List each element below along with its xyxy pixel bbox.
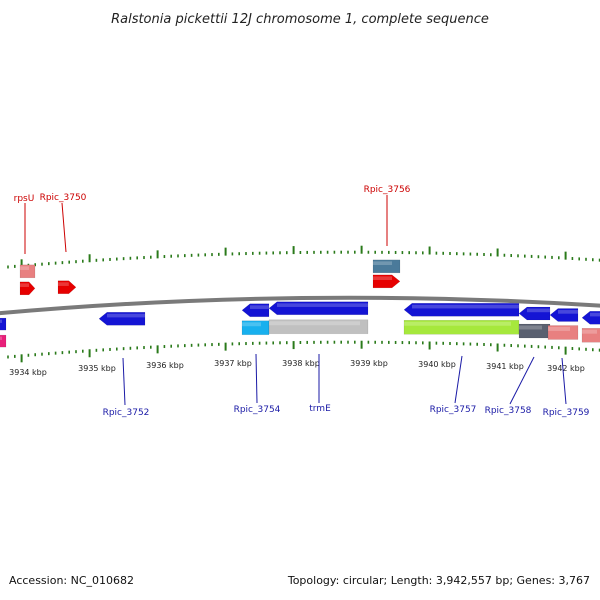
feature-rpic-3756[interactable] [372, 274, 401, 289]
scale-ticks-bottom [7, 340, 600, 363]
feature-rpic-next[interactable] [581, 311, 600, 325]
feature-highlight [58, 282, 69, 286]
gene-label-rpic-3757: Rpic_3757 [430, 405, 477, 415]
feature-highlight [107, 313, 145, 318]
feature-edge-strip[interactable] [0, 334, 7, 348]
feature-rpic-next[interactable] [581, 328, 600, 343]
leader-line [454, 355, 463, 404]
gene-label-rpsU: rpsU [14, 194, 35, 204]
tick-label: 3936 kbp [146, 361, 184, 370]
feature-highlight [548, 326, 570, 331]
feature-highlight [373, 276, 392, 281]
gene-label-rpic-3754: Rpic_3754 [234, 405, 281, 415]
leader-line [509, 356, 535, 405]
feature-highlight [269, 321, 360, 326]
gene-labels-top: rpsU Rpic_3750 Rpic_3756 [14, 185, 411, 204]
feature-rpic-3754[interactable] [241, 320, 270, 336]
leader-lines [24, 195, 567, 406]
leader-line [561, 357, 567, 405]
tick-label: 3935 kbp [78, 364, 116, 373]
feature-highlight [277, 303, 368, 307]
feature-highlight [250, 305, 269, 309]
tick-label: 3937 kbp [214, 359, 252, 368]
tick-label: 3934 kbp [9, 368, 47, 377]
feature-rpic-3756[interactable] [372, 259, 401, 274]
tick-label: 3939 kbp [350, 359, 388, 368]
leader-line [61, 202, 67, 253]
feature-highlight [0, 319, 2, 323]
feature-highlight [558, 310, 578, 314]
feature-highlight [20, 283, 29, 287]
feature-trmE[interactable] [268, 319, 369, 335]
feature-highlight [527, 308, 550, 313]
feature-highlight [412, 304, 519, 309]
chromosome-backbone [0, 295, 600, 316]
feature-edge-cds[interactable] [0, 317, 7, 331]
accession-text: Accession: NC_010682 [9, 574, 135, 587]
feature-trmE[interactable] [268, 301, 369, 316]
feature-highlight [373, 261, 392, 266]
feature-highlight [20, 266, 29, 270]
gene-label-rpic-3750: Rpic_3750 [40, 193, 87, 203]
tick-label: 3941 kbp [486, 362, 524, 371]
leader-line [255, 353, 258, 404]
map-title: Ralstonia pickettii 12J chromosome 1, co… [111, 12, 489, 27]
feature-rpic-3757[interactable] [403, 303, 520, 317]
topology-summary: Topology: circular; Length: 3,942,557 bp… [287, 574, 590, 587]
feature-highlight [582, 329, 597, 334]
feature-highlight [0, 336, 2, 340]
gene-label-rpic-3752: Rpic_3752 [103, 408, 150, 418]
feature-highlight [404, 321, 511, 326]
feature-rpsU[interactable] [19, 264, 36, 279]
feature-rpic-3754[interactable] [241, 303, 270, 318]
tick-label: 3942 kbp [547, 364, 585, 373]
feature-rpsU[interactable] [19, 281, 36, 296]
feature-rpic-3750[interactable] [57, 280, 77, 295]
gene-label-trmE: trmE [309, 404, 331, 414]
gene-label-rpic-3758: Rpic_3758 [485, 406, 532, 416]
gene-label-rpic-3756: Rpic_3756 [364, 185, 411, 195]
gene-labels-bottom: Rpic_3752 Rpic_3754 trmE Rpic_3757 Rpic_… [103, 404, 590, 418]
scale-ticks-top [7, 245, 600, 269]
gene-label-rpic-3759: Rpic_3759 [543, 408, 590, 418]
feature-rpic-3759[interactable] [547, 325, 579, 340]
scale-tick-labels: 3934 kbp 3935 kbp 3936 kbp 3937 kbp 3938… [9, 359, 585, 377]
feature-rpic-3759[interactable] [549, 308, 579, 322]
feature-rpic-3758[interactable] [518, 306, 551, 321]
feature-track [0, 259, 600, 348]
tick-label: 3940 kbp [418, 360, 456, 369]
feature-rpic-3752[interactable] [98, 311, 146, 326]
feature-highlight [519, 325, 542, 330]
tick-label: 3938 kbp [282, 359, 320, 368]
feature-highlight [242, 322, 261, 327]
feature-highlight [590, 312, 600, 317]
leader-line [122, 357, 126, 406]
